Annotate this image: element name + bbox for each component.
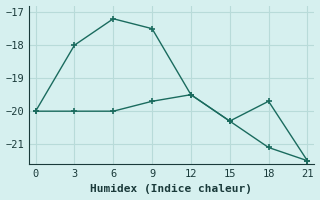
X-axis label: Humidex (Indice chaleur): Humidex (Indice chaleur) <box>91 184 252 194</box>
